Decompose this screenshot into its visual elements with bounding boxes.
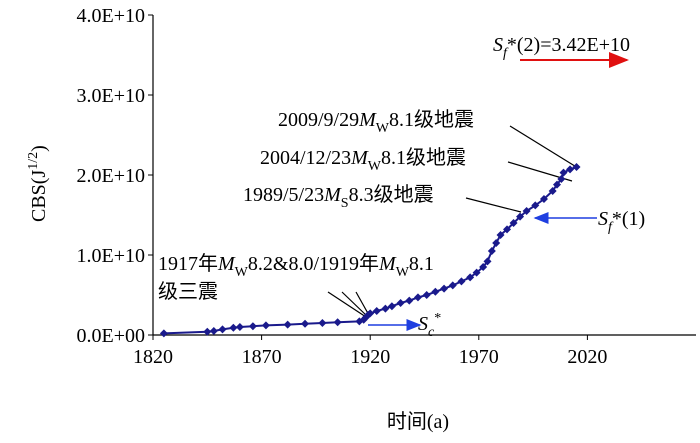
data-point xyxy=(559,168,568,177)
y-tick-label: 4.0E+10 xyxy=(77,5,146,27)
y-tick-label: 2.0E+10 xyxy=(77,165,146,187)
data-point xyxy=(531,201,540,210)
text-part: W xyxy=(235,265,249,280)
annotation: Sc* xyxy=(418,311,441,340)
data-point xyxy=(522,207,531,215)
data-point xyxy=(572,163,581,171)
text-part: S xyxy=(418,313,428,335)
data-point xyxy=(496,231,505,239)
data-point xyxy=(422,291,431,299)
x-tick-label: 1920 xyxy=(350,346,390,368)
data-point xyxy=(261,321,270,330)
data-point xyxy=(366,309,375,318)
data-point xyxy=(413,293,422,302)
data-point xyxy=(431,287,440,296)
text-part: 2009/9/29 xyxy=(278,109,359,131)
x-tick-label: 1870 xyxy=(242,346,282,368)
text-part: 1989/5/23 xyxy=(243,184,324,206)
data-point xyxy=(248,322,257,331)
annotation: 1917年MW8.2&8.0/1919年MW8.1 xyxy=(158,252,434,280)
data-point xyxy=(229,323,238,332)
text-part: 8.1级地震 xyxy=(381,146,466,169)
text-part: 8.1 xyxy=(409,253,434,275)
data-point xyxy=(516,212,525,221)
text-part: M xyxy=(350,147,369,169)
text-part: f xyxy=(608,220,614,235)
text-part: *(1) xyxy=(612,208,645,230)
data-point xyxy=(381,304,390,313)
data-point xyxy=(466,273,475,282)
annotation: 1989/5/23MS8.3级地震 xyxy=(243,183,434,211)
data-point xyxy=(487,247,496,255)
data-point xyxy=(235,323,244,331)
data-point xyxy=(457,277,466,286)
data-point xyxy=(218,325,227,334)
data-point xyxy=(318,319,327,327)
x-tick-label: 1970 xyxy=(459,346,499,368)
data-point xyxy=(333,318,342,327)
text-part: S xyxy=(493,34,503,56)
text-part: M xyxy=(358,109,377,131)
text-part: M xyxy=(378,253,397,275)
text-part: 1917年 xyxy=(158,252,218,275)
y-tick-label: 1.0E+10 xyxy=(77,245,146,267)
text-part: ) xyxy=(28,145,50,152)
data-point xyxy=(509,219,518,227)
text-part: c xyxy=(428,325,435,340)
x-axis-label: 时间(a) xyxy=(387,410,449,433)
annotation: 2004/12/23MW8.1级地震 xyxy=(260,146,466,174)
text-part: *(2)=3.42E+10 xyxy=(507,34,630,56)
data-point xyxy=(405,296,414,305)
text-part: 2004/12/23 xyxy=(260,147,351,169)
text-part: M xyxy=(323,184,342,206)
data-point xyxy=(557,175,566,183)
leader-lines xyxy=(327,125,579,318)
x-tick-label: 1820 xyxy=(133,346,173,368)
text-part: CBS(J xyxy=(28,170,50,222)
data-point xyxy=(483,257,492,266)
data-point xyxy=(387,302,396,311)
text-part: f xyxy=(503,46,509,61)
data-point xyxy=(372,307,381,315)
data-point xyxy=(301,319,310,328)
text-part: W xyxy=(396,265,410,280)
x-tick-label: 2020 xyxy=(567,346,607,368)
text-part: * xyxy=(434,311,441,326)
y-tick-label: 0.0E+00 xyxy=(77,325,146,347)
annotation: Sf*(1) xyxy=(598,208,645,235)
annotation: 2009/9/29MW8.1级地震 xyxy=(278,108,474,136)
text-part: W xyxy=(368,159,382,174)
text-part: 8.1级地震 xyxy=(389,108,474,131)
data-point xyxy=(552,180,561,189)
text-part: 1/2 xyxy=(26,152,41,170)
annotation: 级三震 xyxy=(158,280,218,303)
data-point xyxy=(209,327,218,335)
text-part: S xyxy=(598,208,608,230)
data-point xyxy=(539,195,548,203)
text-part: 8.3级地震 xyxy=(349,183,434,206)
data-point xyxy=(440,284,449,293)
text-part: 8.2&8.0/1919年 xyxy=(248,252,379,275)
annotation: Sf*(2)=3.42E+10 xyxy=(493,34,630,61)
data-point xyxy=(503,225,512,234)
text-part: S xyxy=(341,196,349,211)
data-point xyxy=(472,268,481,277)
data-point xyxy=(492,239,501,247)
data-point xyxy=(203,327,212,336)
data-point xyxy=(159,329,168,338)
data-point xyxy=(548,187,557,195)
text-part: W xyxy=(376,121,390,136)
data-point xyxy=(479,263,488,271)
data-point xyxy=(283,320,292,329)
text-part: M xyxy=(217,253,236,275)
data-point xyxy=(566,165,575,174)
text-part: 级三震 xyxy=(158,280,218,303)
y-axis-label: CBS(J1/2) xyxy=(26,145,50,222)
data-point xyxy=(396,299,405,307)
y-tick-label: 3.0E+10 xyxy=(77,85,146,107)
data-point xyxy=(448,281,457,290)
